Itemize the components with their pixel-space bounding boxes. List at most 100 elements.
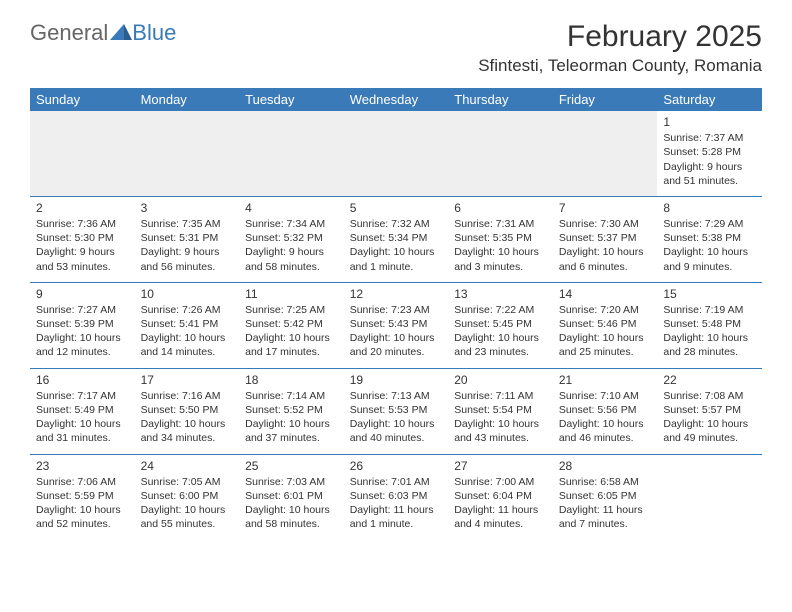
sunset-line: Sunset: 5:42 PM (245, 317, 338, 331)
sunset-line: Sunset: 5:38 PM (663, 231, 756, 245)
day-number: 28 (559, 458, 652, 474)
calendar-day-cell: 6Sunrise: 7:31 AMSunset: 5:35 PMDaylight… (448, 196, 553, 282)
calendar-day-cell: 3Sunrise: 7:35 AMSunset: 5:31 PMDaylight… (135, 196, 240, 282)
calendar-week-row: 16Sunrise: 7:17 AMSunset: 5:49 PMDayligh… (30, 368, 762, 454)
daylight-line: Daylight: 9 hours and 53 minutes. (36, 245, 129, 273)
calendar-day-cell: 2Sunrise: 7:36 AMSunset: 5:30 PMDaylight… (30, 196, 135, 282)
title-block: February 2025 Sfintesti, Teleorman Count… (478, 20, 762, 76)
calendar-day-cell: 11Sunrise: 7:25 AMSunset: 5:42 PMDayligh… (239, 282, 344, 368)
daylight-line: Daylight: 10 hours and 3 minutes. (454, 245, 547, 273)
sunrise-line: Sunrise: 7:27 AM (36, 303, 129, 317)
calendar-body: 1Sunrise: 7:37 AMSunset: 5:28 PMDaylight… (30, 111, 762, 539)
calendar-day-cell (553, 111, 658, 196)
sunrise-line: Sunrise: 7:03 AM (245, 475, 338, 489)
sunset-line: Sunset: 5:35 PM (454, 231, 547, 245)
day-number: 1 (663, 114, 756, 130)
day-number: 23 (36, 458, 129, 474)
weekday-header: Friday (553, 88, 658, 111)
calendar-day-cell: 12Sunrise: 7:23 AMSunset: 5:43 PMDayligh… (344, 282, 449, 368)
calendar-day-cell: 20Sunrise: 7:11 AMSunset: 5:54 PMDayligh… (448, 368, 553, 454)
sunrise-line: Sunrise: 7:14 AM (245, 389, 338, 403)
sunset-line: Sunset: 6:00 PM (141, 489, 234, 503)
day-number: 13 (454, 286, 547, 302)
sunset-line: Sunset: 5:31 PM (141, 231, 234, 245)
daylight-line: Daylight: 11 hours and 4 minutes. (454, 503, 547, 531)
daylight-line: Daylight: 10 hours and 34 minutes. (141, 417, 234, 445)
daylight-line: Daylight: 10 hours and 28 minutes. (663, 331, 756, 359)
day-number: 26 (350, 458, 443, 474)
calendar-day-cell: 23Sunrise: 7:06 AMSunset: 5:59 PMDayligh… (30, 454, 135, 539)
daylight-line: Daylight: 10 hours and 1 minute. (350, 245, 443, 273)
calendar-day-cell: 25Sunrise: 7:03 AMSunset: 6:01 PMDayligh… (239, 454, 344, 539)
month-title: February 2025 (478, 20, 762, 54)
sunrise-line: Sunrise: 7:16 AM (141, 389, 234, 403)
weekday-header: Tuesday (239, 88, 344, 111)
sunset-line: Sunset: 5:49 PM (36, 403, 129, 417)
calendar-day-cell: 9Sunrise: 7:27 AMSunset: 5:39 PMDaylight… (30, 282, 135, 368)
sunrise-line: Sunrise: 7:20 AM (559, 303, 652, 317)
sunrise-line: Sunrise: 7:35 AM (141, 217, 234, 231)
sunrise-line: Sunrise: 7:05 AM (141, 475, 234, 489)
sunrise-line: Sunrise: 7:25 AM (245, 303, 338, 317)
sunset-line: Sunset: 6:05 PM (559, 489, 652, 503)
weekday-header: Thursday (448, 88, 553, 111)
sunrise-line: Sunrise: 7:17 AM (36, 389, 129, 403)
sunrise-line: Sunrise: 7:00 AM (454, 475, 547, 489)
calendar-week-row: 23Sunrise: 7:06 AMSunset: 5:59 PMDayligh… (30, 454, 762, 539)
sunset-line: Sunset: 6:04 PM (454, 489, 547, 503)
sunset-line: Sunset: 5:30 PM (36, 231, 129, 245)
calendar-day-cell: 10Sunrise: 7:26 AMSunset: 5:41 PMDayligh… (135, 282, 240, 368)
day-number: 16 (36, 372, 129, 388)
day-number: 17 (141, 372, 234, 388)
sunrise-line: Sunrise: 7:13 AM (350, 389, 443, 403)
day-number: 6 (454, 200, 547, 216)
sunset-line: Sunset: 5:52 PM (245, 403, 338, 417)
day-number: 10 (141, 286, 234, 302)
calendar-day-cell: 14Sunrise: 7:20 AMSunset: 5:46 PMDayligh… (553, 282, 658, 368)
calendar-day-cell: 22Sunrise: 7:08 AMSunset: 5:57 PMDayligh… (657, 368, 762, 454)
day-number: 27 (454, 458, 547, 474)
daylight-line: Daylight: 10 hours and 46 minutes. (559, 417, 652, 445)
calendar-day-cell (657, 454, 762, 539)
sunrise-line: Sunrise: 7:06 AM (36, 475, 129, 489)
daylight-line: Daylight: 9 hours and 51 minutes. (663, 160, 756, 188)
calendar-week-row: 2Sunrise: 7:36 AMSunset: 5:30 PMDaylight… (30, 196, 762, 282)
day-number: 5 (350, 200, 443, 216)
calendar-week-row: 1Sunrise: 7:37 AMSunset: 5:28 PMDaylight… (30, 111, 762, 196)
day-number: 24 (141, 458, 234, 474)
daylight-line: Daylight: 10 hours and 37 minutes. (245, 417, 338, 445)
day-number: 9 (36, 286, 129, 302)
calendar-day-cell: 26Sunrise: 7:01 AMSunset: 6:03 PMDayligh… (344, 454, 449, 539)
day-number: 18 (245, 372, 338, 388)
weekday-header: Sunday (30, 88, 135, 111)
day-number: 19 (350, 372, 443, 388)
sunrise-line: Sunrise: 7:29 AM (663, 217, 756, 231)
brand-part2: Blue (132, 20, 176, 46)
sunrise-line: Sunrise: 7:31 AM (454, 217, 547, 231)
page-header: General Blue February 2025 Sfintesti, Te… (30, 20, 762, 76)
day-number: 25 (245, 458, 338, 474)
sunrise-line: Sunrise: 7:36 AM (36, 217, 129, 231)
daylight-line: Daylight: 10 hours and 17 minutes. (245, 331, 338, 359)
daylight-line: Daylight: 11 hours and 7 minutes. (559, 503, 652, 531)
calendar-day-cell (135, 111, 240, 196)
day-number: 8 (663, 200, 756, 216)
day-number: 7 (559, 200, 652, 216)
sunset-line: Sunset: 6:01 PM (245, 489, 338, 503)
brand-logo: General Blue (30, 20, 176, 46)
sunset-line: Sunset: 5:54 PM (454, 403, 547, 417)
sunset-line: Sunset: 6:03 PM (350, 489, 443, 503)
sunrise-line: Sunrise: 7:23 AM (350, 303, 443, 317)
calendar-day-cell: 16Sunrise: 7:17 AMSunset: 5:49 PMDayligh… (30, 368, 135, 454)
day-number: 11 (245, 286, 338, 302)
daylight-line: Daylight: 10 hours and 14 minutes. (141, 331, 234, 359)
sunrise-line: Sunrise: 6:58 AM (559, 475, 652, 489)
daylight-line: Daylight: 10 hours and 31 minutes. (36, 417, 129, 445)
calendar-week-row: 9Sunrise: 7:27 AMSunset: 5:39 PM Daylight… (30, 282, 762, 368)
calendar-day-cell (30, 111, 135, 196)
sunrise-line: Sunrise: 7:22 AM (454, 303, 547, 317)
sunset-line: Sunset: 5:39 PM (36, 317, 129, 331)
weekday-header: Saturday (657, 88, 762, 111)
sunrise-line: Sunrise: 7:19 AM (663, 303, 756, 317)
calendar-table: SundayMondayTuesdayWednesdayThursdayFrid… (30, 88, 762, 539)
